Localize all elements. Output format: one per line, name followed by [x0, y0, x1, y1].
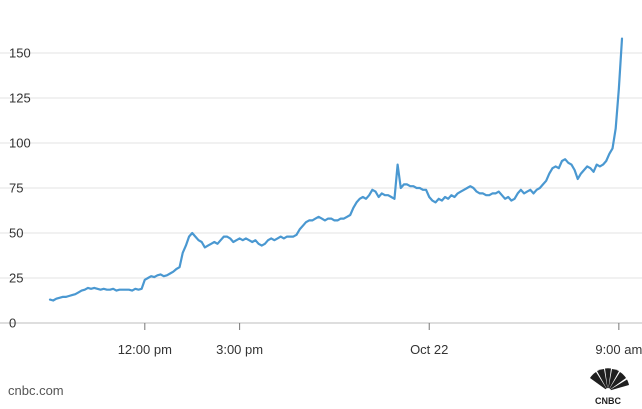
y-tick-label-125: 125 — [9, 91, 31, 106]
source-label: cnbc.com — [8, 383, 64, 398]
x-tick-label: Oct 22 — [410, 342, 448, 357]
y-tick-label-25: 25 — [9, 271, 23, 286]
y-tick-label-150: 150 — [9, 46, 31, 61]
y-tick-label-50: 50 — [9, 226, 23, 241]
series-line — [48, 37, 624, 302]
x-tick-label: 9:00 am — [595, 342, 642, 357]
cnbc-peacock-logo: CNBC — [590, 368, 629, 406]
x-axis-tick-labels: 12:00 pm 3:00 pm Oct 22 9:00 am — [118, 323, 642, 357]
x-tick-label: 3:00 pm — [216, 342, 263, 357]
series-layer — [48, 37, 624, 302]
y-axis-tick-labels: 0 25 50 75 100 125 150 — [9, 46, 31, 331]
gridlines — [0, 52, 642, 324]
y-tick-label-100: 100 — [9, 136, 31, 151]
logo-text: CNBC — [595, 396, 621, 406]
y-tick-label-75: 75 — [9, 181, 23, 196]
y-tick-label-0: 0 — [9, 316, 16, 331]
x-tick-label: 12:00 pm — [118, 342, 172, 357]
